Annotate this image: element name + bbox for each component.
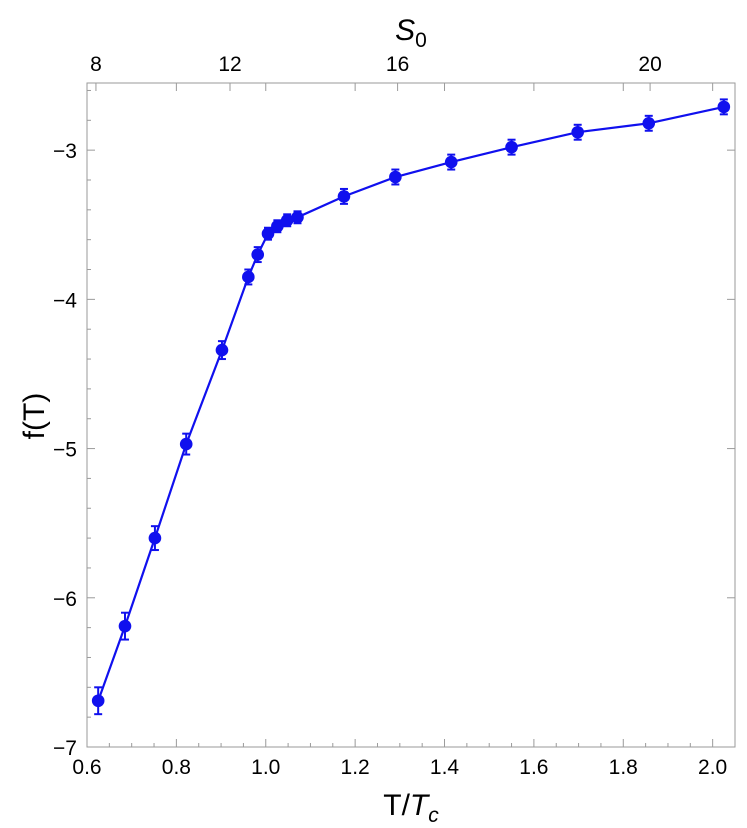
x-tick-label: 2.0 [698, 756, 727, 779]
plot-frame [86, 82, 736, 748]
data-point [717, 100, 731, 114]
series-layer [91, 98, 731, 716]
y-tick-label: −5 [53, 439, 77, 462]
data-point [571, 125, 584, 139]
y-axis-title: f(T) [18, 393, 51, 440]
x-axis-title: T/Tc [383, 789, 439, 827]
axes-layer: 0.6 0.8 1.0 1.2 1.4 1.6 1.8 2.0 −3 −4 −5 −6 −7 8 12 16 2… [53, 53, 736, 779]
y-tick-label: −6 [53, 588, 77, 611]
x-tick-label: 1.4 [430, 756, 460, 779]
top-axis-title: S0 [395, 14, 427, 52]
data-point [261, 227, 275, 241]
series-line [97, 105, 725, 702]
x2-tick-label: 16 [386, 53, 409, 76]
data-point [215, 343, 229, 357]
data-point [280, 213, 294, 227]
data-point [148, 531, 162, 545]
x-tick-label: 1.8 [609, 756, 638, 779]
data-point [337, 190, 351, 203]
data-point [642, 116, 656, 130]
data-point [291, 210, 304, 224]
x-tick-label: 0.6 [72, 756, 101, 779]
x-tick-label: 1.2 [341, 756, 370, 779]
data-point [444, 155, 458, 169]
y-tick-label: −4 [53, 289, 77, 312]
x2-tick-label: 8 [90, 53, 102, 76]
data-point [505, 140, 518, 154]
x2-tick-label: 20 [638, 53, 661, 76]
y-tick-label: −7 [53, 737, 77, 760]
data-point [251, 248, 265, 261]
data-point [271, 219, 284, 233]
data-point [118, 619, 132, 633]
x2-tick-label: 12 [218, 53, 241, 76]
data-point [242, 270, 255, 284]
data-point [389, 170, 402, 184]
y-tick-label: −3 [53, 140, 77, 163]
x-tick-label: 1.0 [251, 756, 280, 779]
x-tick-label: 1.6 [519, 756, 548, 779]
data-point [91, 694, 105, 708]
data-point [179, 437, 193, 451]
x-tick-label: 0.8 [162, 756, 191, 779]
